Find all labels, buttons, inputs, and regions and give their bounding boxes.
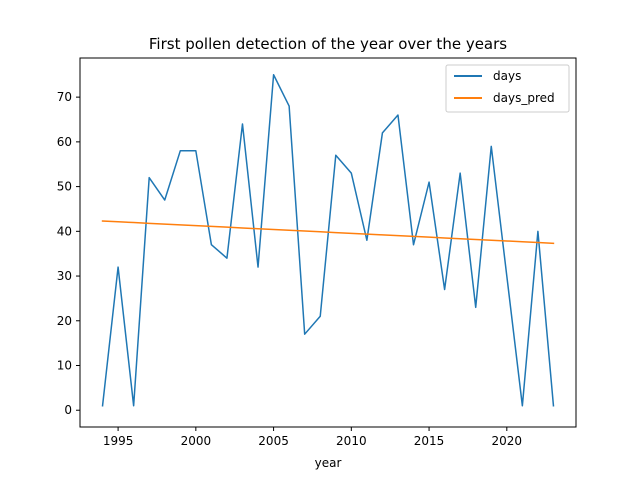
legend-label-days: days — [493, 69, 521, 83]
legend-label-days-pred: days_pred — [493, 91, 555, 105]
y-tick-label: 50 — [57, 180, 72, 194]
y-tick-label: 70 — [57, 90, 72, 104]
x-tick-label: 2015 — [414, 434, 445, 448]
y-tick-label: 10 — [57, 359, 72, 373]
x-tick-label: 1995 — [103, 434, 134, 448]
legend: days days_pred — [445, 64, 570, 113]
x-axis: 1995 2000 2005 2010 2015 2020 — [103, 427, 522, 448]
y-tick-label: 30 — [57, 269, 72, 283]
x-tick-label: 2010 — [336, 434, 367, 448]
x-axis-label: year — [315, 456, 342, 470]
x-tick-label: 2020 — [492, 434, 523, 448]
series-line-days-pred — [101, 220, 555, 245]
y-tick-label: 20 — [57, 314, 72, 328]
chart-title: First pollen detection of the year over … — [149, 35, 507, 53]
x-tick-label: 2000 — [181, 434, 212, 448]
y-axis: 0 10 20 30 40 50 60 70 — [57, 90, 80, 417]
plot-lines — [101, 74, 555, 407]
y-tick-label: 0 — [64, 403, 72, 417]
plot-area-frame — [79, 57, 577, 428]
y-tick-label: 60 — [57, 135, 72, 149]
y-tick-label: 40 — [57, 224, 72, 238]
series-line-days — [101, 74, 555, 407]
x-tick-label: 2005 — [258, 434, 289, 448]
